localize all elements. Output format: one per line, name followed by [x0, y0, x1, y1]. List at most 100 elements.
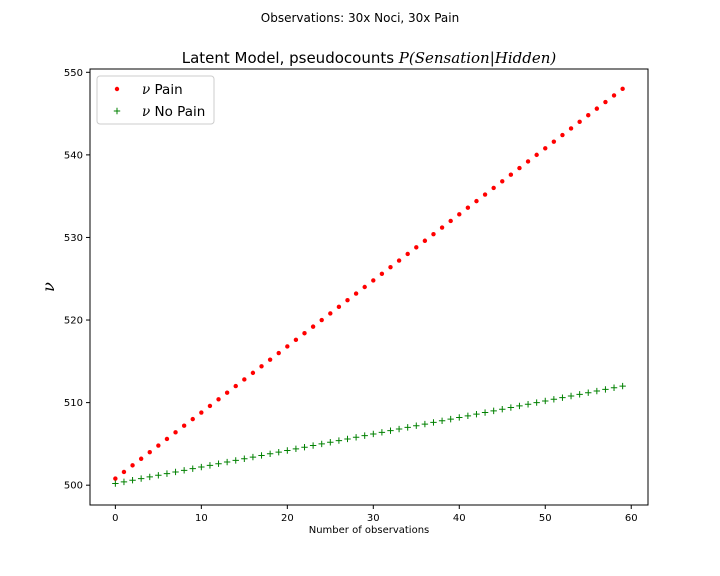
x-tick-label: 50 — [539, 513, 552, 524]
data-point — [481, 409, 489, 416]
data-point — [352, 434, 360, 441]
data-point — [602, 386, 609, 393]
data-point — [448, 218, 453, 224]
chart-title-math: P(Sensation|Hidden) — [398, 49, 557, 67]
data-point — [619, 382, 626, 390]
data-point — [146, 473, 153, 481]
legend-marker — [113, 107, 121, 115]
data-point — [550, 396, 558, 403]
data-point — [258, 452, 265, 459]
x-tick-label: 40 — [453, 513, 466, 524]
data-point — [156, 443, 161, 448]
y-tick-label: 500 — [64, 481, 83, 492]
y-tick-label: 540 — [64, 150, 83, 161]
data-point — [414, 245, 419, 250]
data-point — [422, 238, 428, 243]
y-tick-label: 530 — [64, 233, 83, 244]
data-point — [163, 470, 171, 477]
ticks-layer: 0 10 20 30 40 50 60 500 510 520 530 540 550 — [64, 68, 638, 524]
data-point — [456, 414, 463, 421]
data-point — [516, 402, 523, 410]
series-no-pain — [112, 382, 626, 487]
legend-symbol: ν — [142, 82, 150, 98]
figure-suptitle: Observations: 30x Noci, 30x Pain — [261, 11, 459, 25]
data-point — [137, 475, 145, 482]
data-point — [542, 397, 549, 405]
legend-label: ν No Pain — [142, 104, 205, 120]
data-point — [249, 453, 257, 461]
data-point — [439, 225, 445, 230]
data-point — [431, 231, 436, 237]
data-point — [371, 278, 376, 283]
data-point — [594, 106, 600, 111]
data-point — [464, 412, 472, 420]
x-tick-label: 0 — [112, 513, 118, 524]
data-point — [559, 394, 566, 401]
data-point — [335, 437, 343, 444]
legend: ν Pain ν No Pain — [96, 75, 215, 125]
data-point — [318, 440, 325, 448]
data-point — [293, 337, 299, 343]
data-point — [534, 152, 539, 158]
data-point — [577, 119, 582, 125]
data-point — [610, 384, 618, 391]
data-point — [611, 93, 617, 98]
data-point — [491, 185, 496, 191]
data-point — [207, 403, 213, 409]
data-point — [113, 476, 118, 481]
data-point — [421, 420, 429, 428]
data-point — [241, 455, 248, 462]
x-tick-label: 20 — [281, 513, 294, 524]
data-point — [232, 457, 239, 464]
data-point — [387, 427, 394, 434]
data-point — [309, 442, 317, 449]
legend-marker — [114, 86, 120, 92]
chart-title-text: Latent Model, pseudocounts — [182, 49, 399, 67]
data-point — [215, 460, 222, 467]
data-point — [447, 415, 454, 423]
data-point — [525, 159, 531, 164]
data-point — [242, 377, 247, 382]
data-point — [259, 364, 264, 369]
data-point — [147, 449, 152, 455]
data-point — [438, 417, 446, 424]
data-point — [473, 410, 480, 418]
data-point — [319, 317, 324, 323]
y-tick-label: 510 — [64, 398, 83, 409]
data-point — [112, 480, 119, 487]
data-point — [284, 447, 291, 454]
data-point — [216, 397, 221, 402]
data-point — [199, 410, 204, 415]
data-point — [206, 462, 214, 469]
data-point — [379, 271, 385, 276]
data-point — [292, 445, 300, 453]
y-tick-label: 520 — [64, 316, 83, 327]
data-point — [603, 99, 608, 105]
data-point — [395, 425, 403, 433]
axes-frame — [89, 68, 649, 506]
data-point — [524, 401, 532, 408]
x-axis-label: Number of observations — [309, 525, 430, 536]
data-point — [266, 450, 274, 458]
data-point — [310, 324, 316, 329]
data-point — [413, 422, 420, 429]
data-point — [173, 430, 178, 435]
data-point — [120, 478, 128, 486]
data-point — [465, 205, 471, 210]
data-point — [130, 463, 135, 468]
x-tick-label: 60 — [625, 513, 638, 524]
legend-symbol: ν — [142, 104, 150, 120]
data-point — [172, 468, 179, 476]
data-point — [198, 463, 205, 471]
data-point — [490, 407, 497, 415]
data-point — [189, 465, 196, 472]
data-point — [344, 435, 351, 443]
data-point — [430, 419, 437, 426]
data-point — [620, 86, 625, 92]
data-point — [567, 392, 575, 400]
legend-series-name: Pain — [150, 82, 182, 98]
data-point — [180, 467, 188, 474]
data-point — [533, 399, 540, 406]
data-point — [190, 416, 195, 422]
